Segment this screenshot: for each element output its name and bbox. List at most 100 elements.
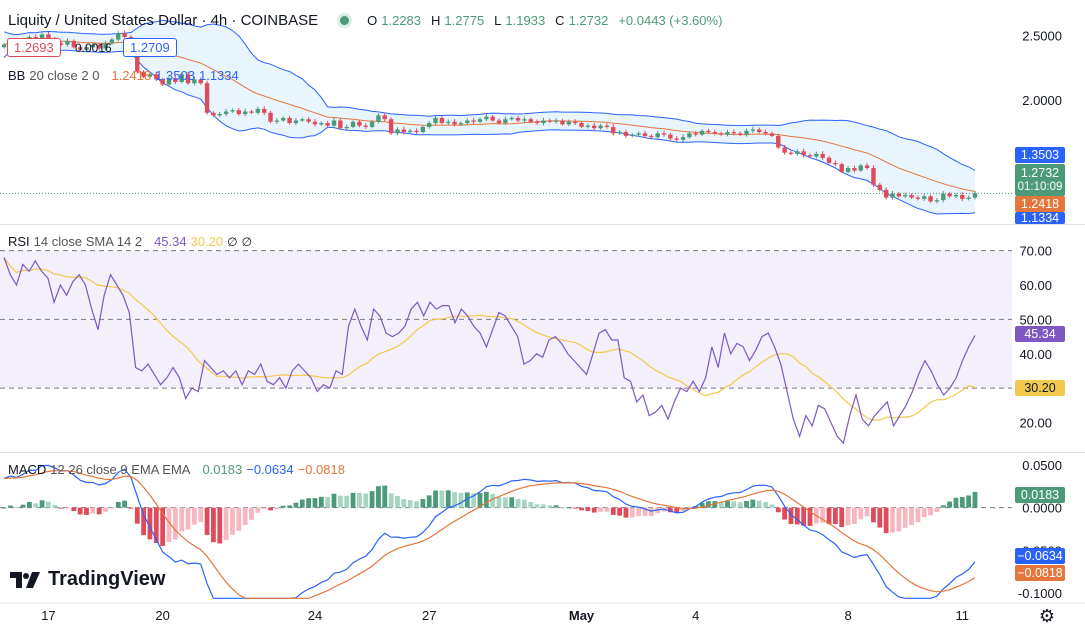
open-label: O [367, 13, 378, 28]
macd-histogram-bar [46, 501, 51, 508]
candle-body [585, 125, 591, 127]
candle-body [160, 79, 165, 85]
low-value: 1.1933 [505, 13, 546, 28]
symbol-title[interactable]: Liquity / United States Dollar · 4h · CO… [8, 12, 319, 29]
candle-body [788, 152, 794, 154]
candle-body [109, 39, 115, 44]
macd-histogram-bar [744, 501, 749, 508]
macd-histogram-bar [502, 497, 508, 508]
rsi-extra-2: ∅ [241, 234, 253, 249]
macd-histogram-bar [826, 507, 832, 524]
macd-histogram-bar [864, 507, 870, 517]
macd-histogram-bar [572, 507, 578, 509]
macd-histogram-bar [858, 507, 864, 520]
macd-histogram-bar [401, 499, 407, 508]
macd-histogram-bar [337, 495, 343, 508]
rsi-extra-1: ∅ [227, 234, 238, 249]
candle-body [623, 132, 629, 136]
candle-body [446, 121, 451, 124]
macd-axis-label: 0.0000 [1022, 501, 1062, 516]
macd-histogram-bar [426, 495, 432, 508]
rsi-axis-label: 50.00 [1019, 312, 1052, 327]
macd-line-value: −0.0634 [246, 462, 294, 477]
macd-histogram-bar [414, 501, 419, 508]
macd-histogram-bar [198, 507, 204, 523]
candle-body [649, 135, 654, 138]
macd-histogram-bar [902, 507, 908, 528]
macd-histogram-bar [750, 499, 756, 508]
candle-body [363, 125, 368, 127]
candle-body [96, 44, 102, 49]
macd-histogram-bar [1, 507, 7, 509]
date-axis-label: 24 [308, 608, 322, 623]
macd-line [3, 464, 976, 599]
macd-histogram-bar [566, 507, 572, 509]
macd-histogram-bar [299, 499, 305, 508]
macd-histogram-bar [153, 507, 159, 544]
change-value: +0.0443 (+3.60%) [618, 13, 723, 28]
macd-histogram-bar [122, 500, 127, 508]
macd-histogram-bar [20, 504, 26, 508]
candle-body [433, 117, 438, 124]
macd-histogram-bar [737, 502, 743, 508]
sell-price-button[interactable]: 1.2693 [7, 38, 61, 57]
bb-upper-line [3, 19, 976, 171]
macd-histogram-bar [471, 493, 477, 508]
candle-body [744, 130, 749, 135]
candle-body [725, 132, 730, 135]
candle-body [293, 120, 299, 124]
macd-histogram-bar [718, 501, 724, 508]
macd-histogram-bar [14, 507, 20, 509]
candle-body [306, 119, 311, 122]
buy-price-button[interactable]: 1.2709 [123, 38, 177, 57]
candle-body [915, 197, 921, 199]
macd-hist-value: 0.0183 [202, 462, 243, 477]
candle-body [90, 44, 96, 48]
macd-histogram-bar [77, 507, 83, 515]
macd-legend[interactable]: MACD 12 26 close 9 EMA EMA 0.0183 −0.063… [8, 462, 345, 477]
candle-body [661, 133, 667, 135]
macd-histogram-bar [579, 507, 584, 511]
macd-histogram-bar [852, 507, 857, 525]
candle-body [902, 195, 908, 197]
macd-histogram-bar [52, 504, 58, 508]
candle-body [718, 133, 724, 135]
macd-histogram-bar [268, 507, 273, 511]
candle-body [116, 33, 121, 40]
macd-histogram-bar [585, 507, 591, 511]
candle-body [230, 110, 235, 112]
candle-body [833, 162, 838, 165]
candle-body [503, 119, 508, 124]
bb-basis-value: 1.2418 [111, 68, 152, 83]
macd-histogram-bar [629, 507, 635, 518]
candle-body [814, 153, 819, 157]
candle-body [300, 119, 305, 121]
candle-body [71, 40, 77, 48]
macd-histogram-bar [756, 500, 762, 508]
candle-body [579, 123, 584, 127]
macd-histogram-bar [648, 507, 654, 516]
candle-body [566, 121, 572, 125]
rsi-legend[interactable]: RSI 14 close SMA 14 2 45.34 30.20 ∅ ∅ [8, 234, 252, 249]
bb-legend[interactable]: BB 20 close 2 0 1.2418 1.3503 1.1334 [8, 68, 239, 83]
rsi-line [3, 257, 976, 445]
candle-body [534, 121, 540, 124]
market-status-icon[interactable] [340, 16, 350, 25]
macd-histogram-bar [959, 497, 965, 508]
candle-body [617, 132, 622, 134]
tradingview-logo[interactable]: TradingView [10, 568, 165, 591]
candle-body [636, 133, 641, 135]
macd-histogram-bar [115, 501, 121, 508]
macd-histogram-bar [280, 505, 286, 508]
candle-body [769, 133, 775, 136]
macd-histogram-bar [388, 493, 394, 508]
candle-body [598, 125, 603, 129]
macd-histogram-bar [636, 507, 642, 517]
spread-value: 0.0016 [75, 41, 112, 55]
candle-body [211, 112, 216, 116]
settings-gear-icon[interactable]: ⚙ [1038, 606, 1055, 626]
candle-body [642, 133, 648, 136]
macd-histogram-bar [261, 507, 267, 510]
macd-histogram-bar [794, 507, 800, 525]
close-label: C [555, 13, 565, 28]
